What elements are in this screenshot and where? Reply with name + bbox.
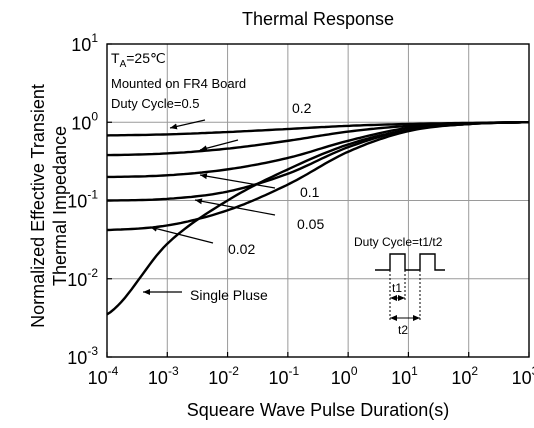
x-axis-label: Squeare Wave Pulse Duration(s) [187, 400, 449, 420]
inset-pulse-waveform [375, 253, 445, 271]
curve-label-single-pluse: Single Pluse [190, 287, 268, 303]
y-tick-label: 10-1 [67, 188, 98, 212]
y-axis-label: Normalized Effective Transient Thermal I… [28, 84, 70, 328]
grid [107, 44, 529, 357]
curve-leader-arrow [199, 173, 276, 189]
y-axis-label-line-2: Thermal Impedance [50, 126, 70, 286]
inset-title: Duty Cycle=t1/t2 [354, 235, 443, 249]
x-tick-label: 10-1 [269, 364, 300, 388]
x-tick-labels: 10-4 10-3 10-2 10-1 100 101 102 103 [88, 352, 534, 388]
y-tick-label: 101 [71, 31, 98, 55]
x-tick-label: 103 [512, 364, 534, 388]
conditions-annotation: TA=25℃ Mounted on FR4 Board Duty Cycle=0… [111, 50, 246, 111]
curve-0.5-leader [169, 119, 206, 130]
y-tick-label: 10-3 [67, 344, 98, 368]
x-tick-label: 100 [331, 364, 358, 388]
x-tick-label: 10-2 [208, 364, 239, 388]
curve-leader-arrow [194, 198, 276, 216]
duty-cycle-label: Duty Cycle=0.5 [111, 96, 200, 111]
chart-title: Thermal Response [242, 9, 394, 29]
y-axis-label-line-1: Normalized Effective Transient [28, 84, 48, 328]
x-tick-label: 10-3 [148, 364, 179, 388]
y-tick-label: 10-2 [67, 266, 98, 290]
x-tick-label: 101 [391, 364, 418, 388]
y-tick-labels: 10-3 10-2 10-1 100 101 [67, 31, 112, 368]
ambient-temperature-label: TA=25℃ [111, 50, 166, 70]
series-curves [106, 121, 529, 316]
inset-t1-label: t1 [392, 281, 402, 295]
curve-label-0.2: 0.2 [292, 100, 312, 116]
inset-t2-label: t2 [398, 323, 408, 337]
mounting-label: Mounted on FR4 Board [111, 76, 246, 91]
duty-cycle-inset: Duty Cycle=t1/t2 t1 t2 [354, 235, 445, 337]
x-tick-label: 102 [451, 364, 478, 388]
curve-leader-arrow [149, 225, 214, 244]
y-tick-label: 100 [71, 109, 98, 133]
curve-label-0.02: 0.02 [228, 241, 255, 257]
curve-leader-arrow [199, 139, 239, 152]
curve-label-0.05: 0.05 [297, 216, 324, 232]
curve-labels: 0.2 0.1 0.05 0.02 Single Pluse [143, 100, 324, 303]
curve-label-0.1: 0.1 [300, 184, 320, 200]
series-line-5 [106, 121, 529, 316]
x-tick-label: 10-4 [88, 364, 119, 388]
